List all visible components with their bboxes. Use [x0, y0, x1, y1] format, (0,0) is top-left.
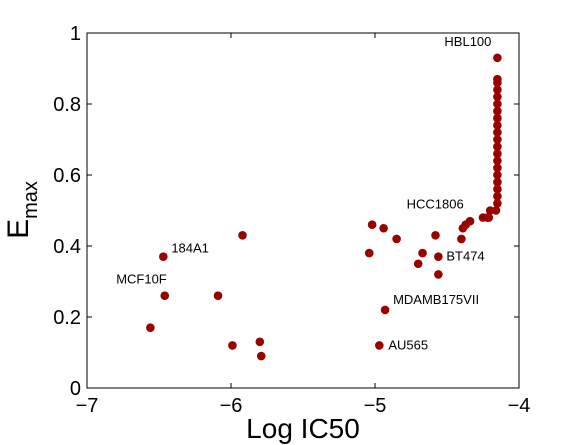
data-point: [484, 213, 494, 222]
data-point: [431, 231, 440, 240]
data-point: [493, 199, 502, 208]
point-annotation: 184A1: [171, 241, 209, 256]
data-point: [255, 337, 265, 347]
data-point: [493, 99, 502, 109]
point-annotation: MCF10F: [116, 272, 167, 287]
data-point: [493, 149, 502, 158]
data-point: [493, 128, 502, 137]
data-point: [493, 92, 502, 102]
data-point: [457, 234, 466, 244]
point-annotation: HCC1806: [407, 197, 464, 212]
point-annotation: AU565: [388, 337, 428, 352]
x-tick-label: −6: [220, 395, 243, 417]
axes: [86, 32, 520, 389]
x-tick-label: −7: [76, 395, 99, 417]
data-point: [493, 113, 502, 123]
data-point: [493, 156, 502, 166]
data-point: [375, 341, 384, 350]
data-point: [493, 106, 502, 116]
data-point: [493, 142, 502, 151]
point-annotations: HBL100 HCC1806 BT474 MDAMB175VII AU565 184A1 M…: [116, 34, 491, 353]
data-point: [379, 223, 388, 233]
plot-frame: [86, 32, 520, 389]
y-tick-label: 0.6: [53, 165, 81, 187]
data-point: [491, 206, 501, 215]
point-annotation: HBL100: [444, 34, 491, 49]
data-point: [493, 53, 502, 63]
y-tick-label: 0.2: [53, 307, 81, 329]
y-axis-label: Emax: [2, 181, 42, 239]
data-point: [418, 248, 427, 258]
data-point: [493, 135, 502, 144]
data-point: [493, 163, 502, 173]
data-point: [160, 291, 170, 301]
y-tick-label: 0.4: [53, 236, 81, 258]
ticks: −7 −6 −5 −4 0 0.2 0.4 0.6 0.8 1: [53, 23, 530, 417]
y-tick-label: 0: [70, 378, 81, 400]
y-tick-label: 1: [70, 23, 81, 45]
data-points: [146, 53, 502, 361]
y-axis-label-sub: max: [20, 181, 42, 219]
data-point: [159, 252, 168, 261]
data-point: [238, 231, 247, 240]
data-point: [493, 192, 502, 201]
data-point: [493, 170, 502, 180]
x-tick-label: −4: [508, 395, 531, 417]
data-point: [213, 291, 223, 301]
data-point: [465, 216, 475, 226]
data-point: [380, 305, 390, 315]
data-point: [413, 259, 423, 269]
data-point: [434, 270, 443, 279]
data-point: [228, 341, 237, 350]
data-point: [493, 74, 502, 84]
data-point: [256, 351, 266, 361]
data-point: [493, 85, 502, 95]
data-point: [392, 234, 401, 244]
data-point: [367, 220, 377, 229]
y-axis-label-main: E: [2, 219, 35, 239]
data-point: [493, 121, 502, 130]
y-tick-label: 0.8: [53, 94, 81, 116]
data-point: [146, 323, 155, 332]
data-point: [493, 177, 502, 187]
point-annotation: MDAMB175VII: [393, 292, 479, 307]
point-annotation: BT474: [446, 249, 484, 264]
data-point: [493, 184, 502, 194]
data-point: [434, 252, 443, 261]
data-point: [364, 248, 374, 258]
x-axis-label: Log IC50: [246, 413, 360, 444]
x-tick-label: −5: [364, 395, 387, 417]
